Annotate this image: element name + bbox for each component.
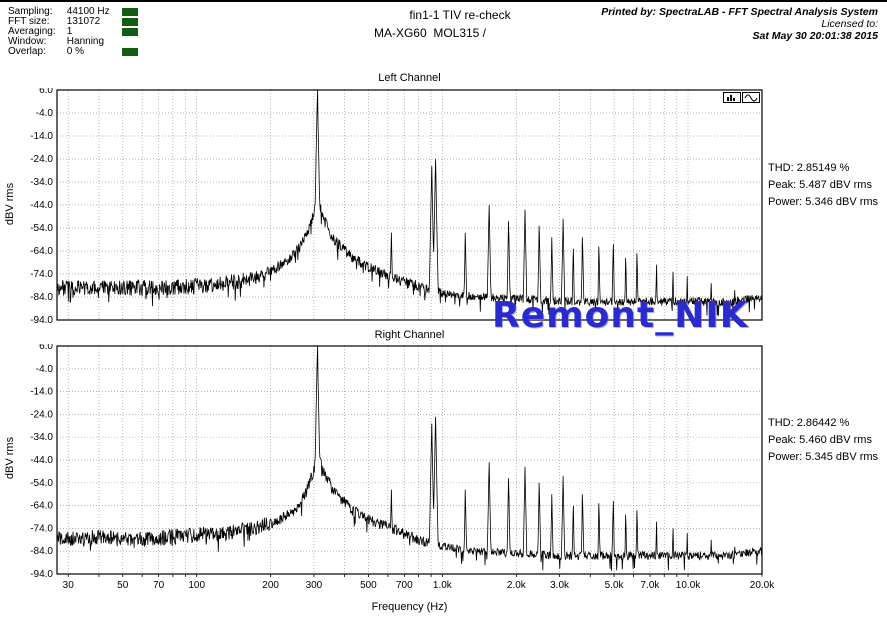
y-tick-label: -44.0 (30, 455, 53, 466)
left-channel-plot: 6.0 -4.0 -14.0 -24.0 -34.0 -44.0 -54.0 -64.0 -74… (30, 88, 763, 326)
setting-value: Hanning (66, 36, 105, 47)
setting-row-sampling: Sampling: 44100 Hz (8, 6, 138, 17)
x-tick-label: 700 (396, 580, 413, 591)
power-value: Power: 5.345 dBV rms (768, 451, 879, 463)
setting-label: FFT size: (8, 16, 50, 27)
setting-value: 131072 (66, 16, 101, 27)
y-tick-label: 6.0 (39, 88, 53, 96)
legend-marker (122, 18, 138, 26)
y-tick-label: -74.0 (30, 523, 53, 534)
x-tick-label: 7.0k (641, 580, 661, 591)
setting-row-overlap: Overlap: 0 % (8, 46, 138, 57)
thd-value: THD: 2.85149 % (768, 162, 850, 174)
x-tick-label: 2.0k (507, 580, 527, 591)
licensed-to-line: Licensed to: (821, 18, 878, 30)
x-tick-label: 50 (117, 580, 129, 591)
y-tick-label: -24.0 (30, 409, 53, 420)
x-tick-label: 5.0k (605, 580, 625, 591)
y-tick-label: -64.0 (30, 246, 53, 257)
print-date-line: Sat May 30 20:01:38 2015 (752, 30, 878, 42)
x-axis-title: Frequency (Hz) (371, 601, 448, 613)
legend-marker (122, 28, 138, 36)
x-tick-label: 500 (360, 580, 377, 591)
y-tick-label: 6.0 (39, 344, 53, 352)
y-tick-label: -54.0 (30, 478, 53, 489)
y-tick-label: -44.0 (30, 200, 53, 211)
report-subtitle: MA-XG60 MOL315 / (373, 26, 487, 40)
thd-value: THD: 2.86442 % (768, 417, 850, 429)
printed-by-line: Printed by: SpectraLAB - FFT Spectral An… (601, 6, 878, 18)
setting-row-fft-size: FFT size: 131072 (8, 16, 138, 27)
y-tick-label: -14.0 (30, 387, 53, 398)
spectrum-trace (56, 89, 763, 317)
x-tick-label: 3.0k (550, 580, 570, 591)
legend-marker (122, 48, 138, 56)
spectrum-bars-icon[interactable] (723, 92, 741, 103)
y-tick-label: -74.0 (30, 269, 53, 280)
report-title: fin1-1 TIV re-check (409, 8, 511, 22)
x-tick-label: 30 (63, 580, 75, 591)
y-tick-label: -34.0 (30, 177, 53, 188)
x-tick-label: 20.0k (750, 580, 775, 591)
y-tick-label: -34.0 (30, 432, 53, 443)
setting-value: 1 (66, 26, 73, 37)
plot-frame (56, 89, 763, 321)
setting-label: Sampling: (8, 6, 53, 17)
right-channel-stats: THD: 2.86442 % Peak: 5.460 dBV rms Power… (768, 415, 878, 466)
x-tick-label: 100 (188, 580, 205, 591)
y-tick-label: -24.0 (30, 154, 53, 165)
analysis-settings-panel: Sampling: 44100 Hz FFT size: 131072 Aver… (8, 6, 138, 57)
x-tick-label: 200 (262, 580, 279, 591)
x-tick-label: 10.0k (676, 580, 701, 591)
peak-value: Peak: 5.460 dBV rms (768, 434, 872, 446)
spectrum-trace (56, 345, 763, 572)
y-tick-label: -4.0 (36, 108, 54, 119)
left-channel-stats: THD: 2.85149 % Peak: 5.487 dBV rms Power… (768, 160, 878, 211)
setting-row-averaging: Averaging: 1 (8, 26, 138, 37)
plot-toolbar[interactable] (723, 92, 760, 103)
right-channel-title: Right Channel (374, 329, 445, 341)
x-tick-label: 1.0k (433, 580, 453, 591)
left-channel-title: Left Channel (378, 72, 441, 84)
power-value: Power: 5.346 dBV rms (768, 196, 879, 208)
y-tick-label: -84.0 (30, 546, 53, 557)
peak-value: Peak: 5.487 dBV rms (768, 179, 872, 191)
setting-label: Window: (8, 36, 47, 47)
x-tick-label: 70 (153, 580, 165, 591)
y-tick-label: -4.0 (36, 364, 54, 375)
print-info-block: Printed by: SpectraLAB - FFT Spectral An… (601, 6, 878, 42)
y-tick-label: -84.0 (30, 292, 53, 303)
right-channel-plot: 6.0 -4.0 -14.0 -24.0 -34.0 -44.0 -54.0 -64.0 -74… (30, 344, 775, 591)
y-tick-label: -94.0 (30, 315, 53, 326)
y-tick-label: -14.0 (30, 131, 53, 142)
setting-row-window: Window: Hanning (8, 37, 110, 47)
setting-value: 44100 Hz (66, 6, 110, 17)
y-tick-label: -54.0 (30, 223, 53, 234)
watermark: Remont_NIK (492, 295, 749, 336)
setting-label: Overlap: (8, 46, 46, 57)
setting-label: Averaging: (8, 26, 56, 37)
plot-frame (56, 345, 763, 575)
sine-wave-icon[interactable] (742, 92, 760, 103)
legend-marker (122, 8, 138, 16)
setting-value: 0 % (66, 46, 85, 57)
y-tick-label: -94.0 (30, 569, 53, 580)
y-tick-label: -64.0 (30, 501, 53, 512)
x-tick-label: 300 (306, 580, 323, 591)
